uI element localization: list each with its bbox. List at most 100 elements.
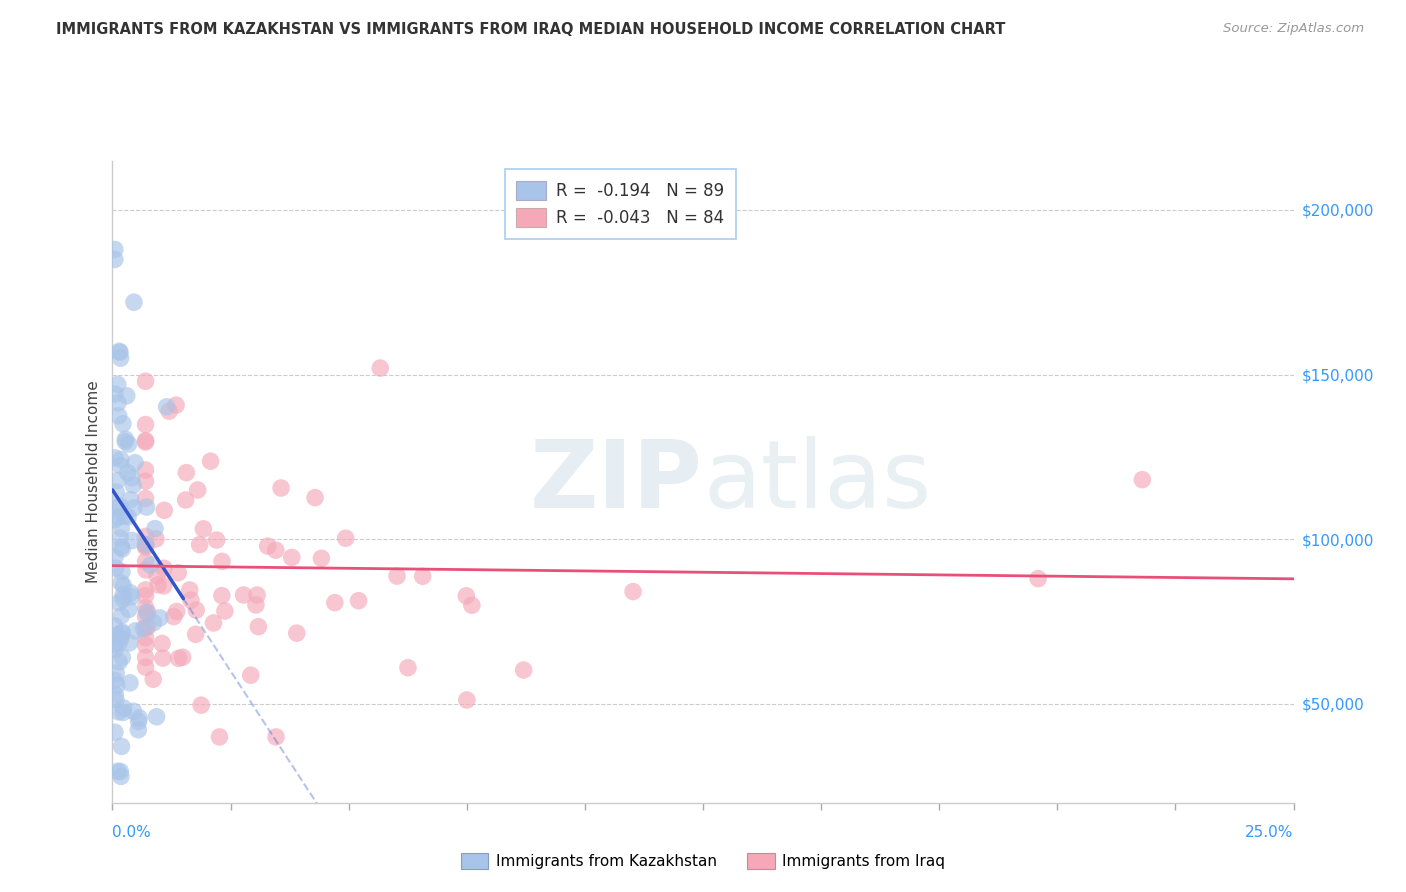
Point — [211, 589, 233, 603]
Point — [120, 492, 142, 507]
Point — [186, 603, 208, 617]
Point — [146, 578, 169, 592]
Point — [111, 626, 134, 640]
Point — [108, 531, 131, 545]
Point — [110, 521, 132, 535]
Y-axis label: Median Household Income: Median Household Income — [86, 380, 101, 583]
Point — [211, 554, 233, 568]
Point — [108, 636, 131, 650]
Text: 0.0%: 0.0% — [112, 825, 152, 840]
Point — [108, 655, 131, 669]
Point — [112, 701, 135, 715]
Text: ZIP: ZIP — [530, 435, 703, 528]
Point — [122, 478, 145, 492]
Point — [188, 538, 211, 552]
Point — [128, 711, 150, 725]
Point — [110, 575, 132, 590]
Point — [323, 596, 346, 610]
Point — [110, 764, 132, 779]
Point — [111, 706, 134, 720]
Point — [1026, 572, 1049, 586]
Point — [114, 432, 136, 446]
Point — [179, 582, 201, 597]
Point — [155, 400, 177, 414]
Point — [281, 550, 304, 565]
Point — [190, 698, 212, 713]
Point — [104, 513, 127, 527]
Point — [105, 485, 128, 500]
Point — [104, 243, 127, 257]
Point — [135, 582, 157, 597]
Point — [621, 584, 644, 599]
Point — [193, 522, 215, 536]
Point — [111, 565, 134, 579]
Point — [139, 558, 162, 572]
Point — [107, 409, 129, 423]
Point — [1130, 473, 1153, 487]
Point — [105, 666, 128, 681]
Point — [110, 631, 132, 645]
Point — [114, 509, 136, 524]
Point — [304, 491, 326, 505]
Text: Source: ZipAtlas.com: Source: ZipAtlas.com — [1223, 22, 1364, 36]
Point — [167, 566, 190, 580]
Point — [135, 463, 157, 477]
Point — [104, 387, 127, 401]
Point — [172, 650, 194, 665]
Point — [107, 396, 129, 410]
Text: 25.0%: 25.0% — [1246, 825, 1294, 840]
Point — [135, 491, 157, 506]
Point — [107, 509, 129, 524]
Text: IMMIGRANTS FROM KAZAKHSTAN VS IMMIGRANTS FROM IRAQ MEDIAN HOUSEHOLD INCOME CORRE: IMMIGRANTS FROM KAZAKHSTAN VS IMMIGRANTS… — [56, 22, 1005, 37]
Point — [264, 543, 287, 558]
Point — [117, 509, 139, 524]
Point — [256, 539, 278, 553]
Point — [456, 589, 478, 603]
Point — [176, 466, 198, 480]
Point — [512, 663, 534, 677]
Point — [135, 609, 157, 624]
Point — [135, 529, 157, 543]
Point — [112, 579, 135, 593]
Point — [110, 769, 132, 783]
Point — [145, 532, 167, 546]
Point — [135, 631, 157, 645]
Point — [110, 608, 132, 623]
Point — [396, 661, 419, 675]
Point — [118, 676, 141, 690]
Point — [135, 475, 157, 489]
Point — [104, 549, 127, 564]
Point — [105, 678, 128, 692]
Point — [232, 588, 254, 602]
Point — [135, 600, 157, 615]
Point — [104, 693, 127, 707]
Point — [347, 593, 370, 607]
Legend: R =  -0.194   N = 89, R =  -0.043   N = 84: R = -0.194 N = 89, R = -0.043 N = 84 — [505, 169, 737, 239]
Point — [127, 723, 149, 737]
Point — [166, 604, 188, 618]
Point — [150, 636, 173, 650]
Point — [117, 437, 139, 451]
Point — [167, 651, 190, 665]
Point — [111, 417, 134, 431]
Point — [246, 588, 269, 602]
Point — [157, 404, 180, 418]
Point — [184, 627, 207, 641]
Point — [214, 604, 236, 618]
Point — [107, 500, 129, 515]
Point — [187, 483, 209, 497]
Point — [135, 638, 157, 652]
Point — [180, 593, 202, 607]
Point — [285, 626, 308, 640]
Point — [111, 588, 134, 602]
Text: atlas: atlas — [703, 435, 931, 528]
Point — [153, 561, 176, 575]
Point — [128, 714, 150, 729]
Point — [136, 620, 159, 634]
Point — [165, 398, 187, 412]
Point — [142, 615, 165, 630]
Point — [107, 705, 129, 719]
Point — [239, 668, 262, 682]
Point — [111, 650, 134, 665]
Point — [163, 609, 186, 624]
